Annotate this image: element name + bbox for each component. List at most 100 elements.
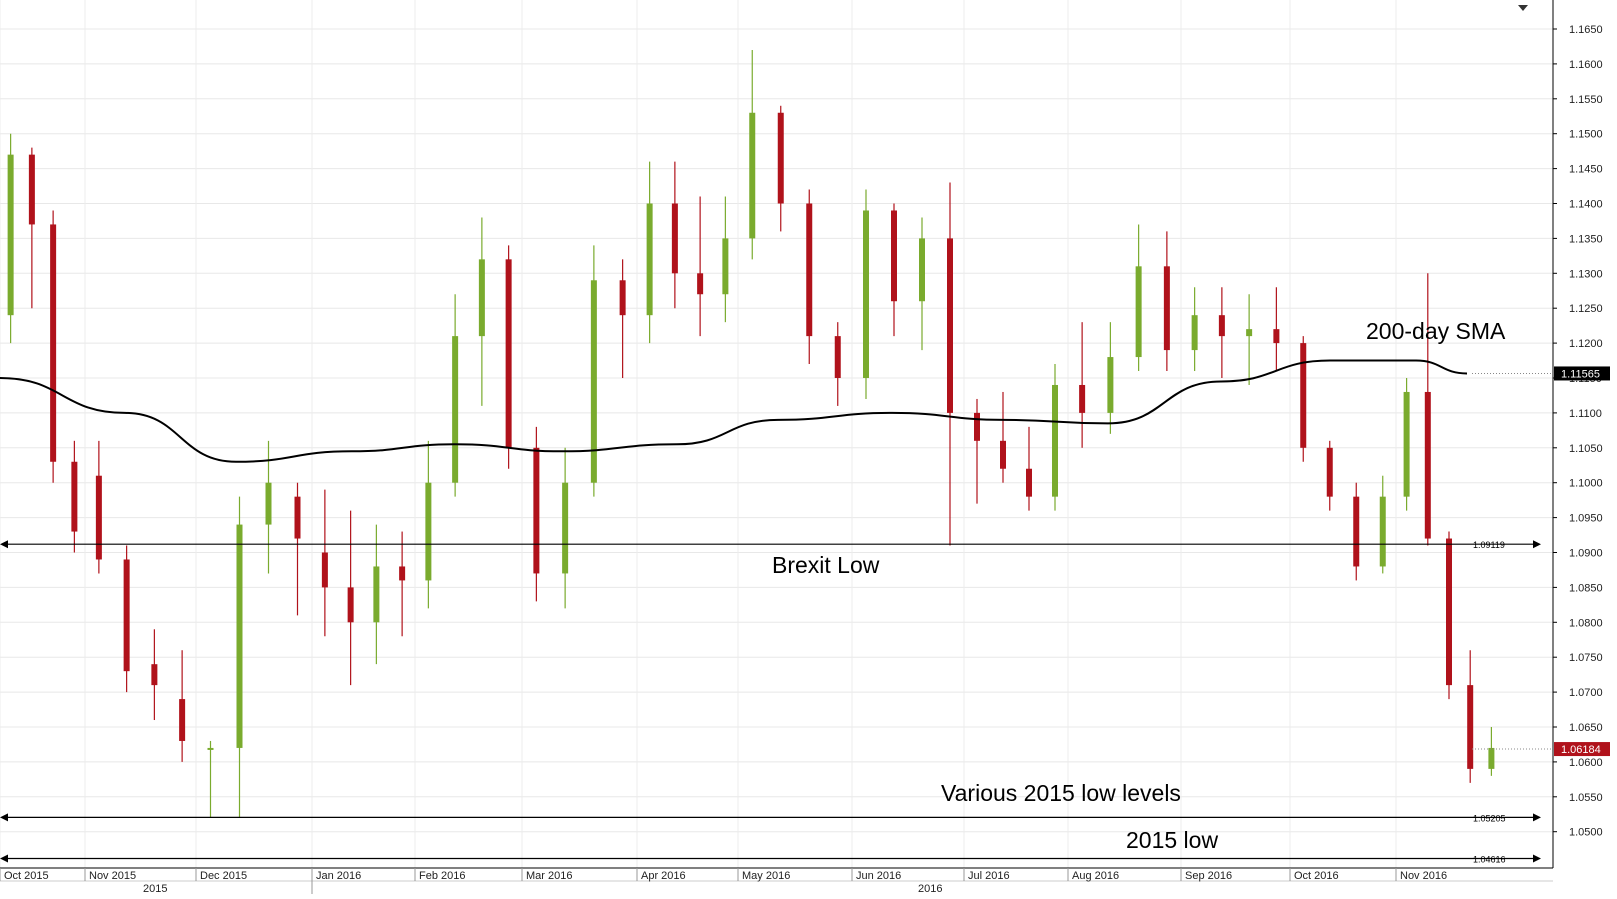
y-tick-label: 1.1250 <box>1569 303 1603 315</box>
x-month-label: Feb 2016 <box>419 870 465 882</box>
candle-body-down <box>95 475 102 560</box>
x-month-label: Jan 2016 <box>316 870 361 882</box>
candle-body-up <box>478 259 485 337</box>
candle-body-down <box>1000 440 1006 469</box>
candle-body-up <box>1488 747 1495 769</box>
x-month-label: Mar 2016 <box>526 870 572 882</box>
level-value-label: 1.09119 <box>1473 540 1505 550</box>
x-month-label: May 2016 <box>742 870 790 882</box>
x-month-label: Oct 2015 <box>4 870 49 882</box>
candle-body-down <box>50 224 57 462</box>
arrow-left-icon <box>0 540 8 549</box>
x-month-label: Aug 2016 <box>1072 870 1119 882</box>
candle-body-down <box>151 664 158 686</box>
candle-body-up <box>863 210 869 378</box>
candle-body-down <box>777 112 784 204</box>
candle-body-down <box>321 552 328 588</box>
candle-body-up <box>1191 315 1198 351</box>
annotation-label: 2015 low <box>1126 827 1218 853</box>
y-tick-label: 1.1200 <box>1569 338 1603 350</box>
candle-body-up <box>1403 391 1410 497</box>
arrow-left-icon <box>0 813 8 822</box>
candle-body-up <box>562 482 569 574</box>
candle-body-down <box>347 587 354 623</box>
x-month-label: Nov 2016 <box>1400 870 1447 882</box>
candle-body-down <box>1326 447 1333 497</box>
candle-body-up <box>452 336 459 483</box>
y-tick-label: 1.1300 <box>1569 268 1603 280</box>
x-year-label: 2015 <box>143 883 167 894</box>
candle-body-down <box>71 461 78 532</box>
price-tag <box>1554 366 1610 381</box>
arrow-right-icon <box>1533 854 1541 863</box>
candle-body-up <box>1379 496 1386 567</box>
y-tick-label: 1.1550 <box>1569 94 1603 106</box>
y-tick-label: 1.0850 <box>1569 582 1603 594</box>
x-month-label: Dec 2015 <box>200 870 247 882</box>
x-month-label: Jul 2016 <box>968 870 1010 882</box>
candle-body-up <box>265 482 272 525</box>
candle-body-up <box>1135 266 1142 358</box>
y-tick-label: 1.1600 <box>1569 59 1603 71</box>
x-month-label: Apr 2016 <box>641 870 686 882</box>
candle-body-up <box>590 280 597 483</box>
candle-body-down <box>1218 315 1225 337</box>
candle-body-down <box>671 203 678 274</box>
chart-menu-dropdown[interactable] <box>1516 0 1530 11</box>
y-tick-label: 1.1350 <box>1569 233 1603 245</box>
candle-body-up <box>236 524 243 748</box>
candle-body-down <box>1300 343 1307 448</box>
annotation-label: 200-day SMA <box>1366 318 1506 344</box>
y-tick-label: 1.1000 <box>1569 478 1603 490</box>
x-month-label: Sep 2016 <box>1185 870 1232 882</box>
candle-body-down <box>123 559 130 672</box>
price-tag-label: 1.06184 <box>1561 744 1601 756</box>
y-tick-label: 1.0700 <box>1569 687 1603 699</box>
candle-body-down <box>533 447 540 574</box>
candle-body-up <box>919 238 925 302</box>
candle-body-down <box>619 280 626 316</box>
annotation-label: Brexit Low <box>772 552 880 578</box>
y-tick-label: 1.0900 <box>1569 548 1603 560</box>
level-value-label: 1.04616 <box>1473 855 1506 865</box>
candle-body-down <box>1079 384 1086 413</box>
candle-body-down <box>1467 685 1474 769</box>
candle-body-down <box>834 336 841 378</box>
candle-body-down <box>697 273 704 295</box>
candle-body-down <box>1273 329 1280 344</box>
candle-body-up <box>373 566 380 623</box>
candle-body-down <box>294 496 301 539</box>
x-month-label: Oct 2016 <box>1294 870 1339 882</box>
arrow-right-icon <box>1533 813 1541 822</box>
y-tick-label: 1.1450 <box>1569 164 1603 176</box>
price-tag <box>1554 742 1610 757</box>
candle-body-up <box>749 112 756 239</box>
candle-body-up <box>425 482 432 581</box>
candle-body-up <box>1107 357 1114 413</box>
candle-body-up <box>1052 384 1058 497</box>
candle-body-up <box>7 154 14 316</box>
arrow-left-icon <box>0 854 8 863</box>
annotation-label: Various 2015 low levels <box>941 780 1181 806</box>
candle-body-down <box>891 210 897 302</box>
candle-body-up <box>646 203 653 316</box>
y-tick-label: 1.1650 <box>1569 24 1603 36</box>
y-tick-label: 1.0500 <box>1569 827 1603 839</box>
y-tick-label: 1.0800 <box>1569 617 1603 629</box>
candle-body-down <box>399 566 406 581</box>
y-tick-label: 1.0550 <box>1569 792 1603 804</box>
y-tick-label: 1.0750 <box>1569 652 1603 664</box>
x-month-label: Nov 2015 <box>89 870 136 882</box>
candle-body-down <box>505 259 512 448</box>
y-tick-label: 1.1500 <box>1569 129 1603 141</box>
x-month-label: Jun 2016 <box>856 870 901 882</box>
candle-body-down <box>1424 391 1431 539</box>
sma-200-line <box>0 359 1468 463</box>
candle-body-down <box>974 412 980 441</box>
chevron-down-icon <box>1518 5 1528 11</box>
y-tick-label: 1.0950 <box>1569 513 1603 525</box>
candle-body-down <box>947 238 953 413</box>
